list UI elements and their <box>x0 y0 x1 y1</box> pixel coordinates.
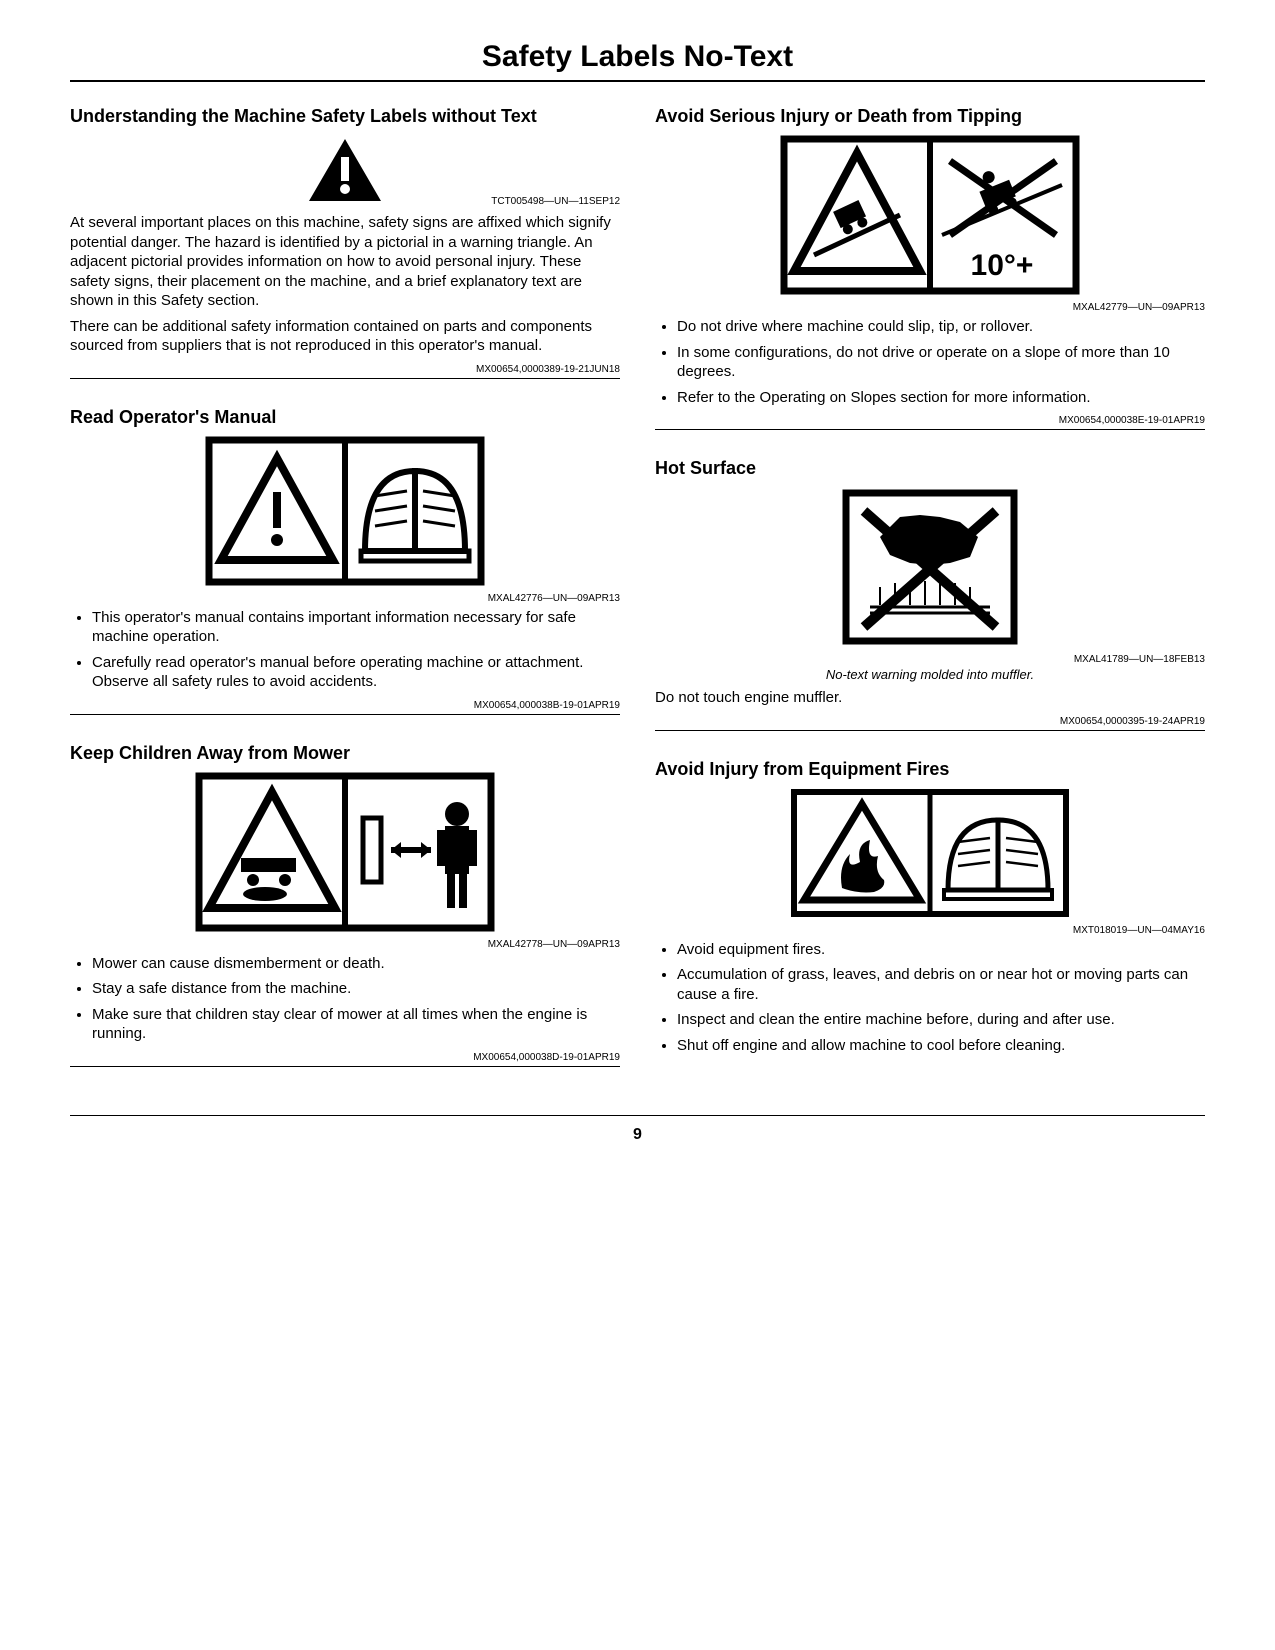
sec-title-fires: Avoid Injury from Equipment Fires <box>655 759 1205 780</box>
img-caption: MXAL41789—UN—18FEB13 <box>655 654 1205 665</box>
list-item: Do not drive where machine could slip, t… <box>677 317 1205 337</box>
doc-code: MX00654,0000389-19-21JUN18 <box>70 364 620 379</box>
list-item: In some configurations, do not drive or … <box>677 343 1205 382</box>
doc-code: MX00654,0000395-19-24APR19 <box>655 716 1205 731</box>
two-column-layout: Understanding the Machine Safety Labels … <box>70 94 1205 1095</box>
paragraph: At several important places on this mach… <box>70 213 620 311</box>
sec-title-children: Keep Children Away from Mower <box>70 743 620 764</box>
paragraph: Do not touch engine muffler. <box>655 688 1205 708</box>
doc-code: MX00654,000038D-19-01APR19 <box>70 1052 620 1067</box>
list-item: Make sure that children stay clear of mo… <box>92 1005 620 1044</box>
equipment-fire-label-icon <box>655 788 1205 923</box>
list-item: Stay a safe distance from the machine. <box>92 979 620 999</box>
right-column: Avoid Serious Injury or Death from Tippi… <box>655 94 1205 1095</box>
img-caption: MXAL42779—UN—09APR13 <box>655 302 1205 313</box>
img-caption: MXAL42778—UN—09APR13 <box>70 939 620 950</box>
doc-code: MX00654,000038E-19-01APR19 <box>655 415 1205 430</box>
sec-title-tipping: Avoid Serious Injury or Death from Tippi… <box>655 106 1205 127</box>
bullet-list: Mower can cause dismemberment or death. … <box>70 954 620 1044</box>
doc-code: MX00654,000038B-19-01APR19 <box>70 700 620 715</box>
list-item: Accumulation of grass, leaves, and debri… <box>677 965 1205 1004</box>
svg-text:10°+: 10°+ <box>971 249 1034 282</box>
img-subtitle: No-text warning molded into muffler. <box>655 667 1205 682</box>
warning-triangle-icon <box>70 135 620 210</box>
sec-title-hot-surface: Hot Surface <box>655 458 1205 479</box>
list-item: Inspect and clean the entire machine bef… <box>677 1010 1205 1030</box>
list-item: Carefully read operator's manual before … <box>92 653 620 692</box>
bullet-list: Avoid equipment fires. Accumulation of g… <box>655 940 1205 1056</box>
page-number: 9 <box>70 1115 1205 1144</box>
img-caption: MXT018019—UN—04MAY16 <box>655 925 1205 936</box>
left-column: Understanding the Machine Safety Labels … <box>70 94 620 1095</box>
list-item: Refer to the Operating on Slopes section… <box>677 388 1205 408</box>
sec-title-understanding: Understanding the Machine Safety Labels … <box>70 106 620 127</box>
hot-surface-label-icon <box>655 487 1205 652</box>
list-item: Avoid equipment fires. <box>677 940 1205 960</box>
list-item: Mower can cause dismemberment or death. <box>92 954 620 974</box>
bullet-list: Do not drive where machine could slip, t… <box>655 317 1205 407</box>
page-title: Safety Labels No-Text <box>70 40 1205 82</box>
paragraph: There can be additional safety informati… <box>70 317 620 356</box>
list-item: This operator's manual contains importan… <box>92 608 620 647</box>
read-manual-label-icon <box>70 436 620 591</box>
img-caption: MXAL42776—UN—09APR13 <box>70 593 620 604</box>
children-away-label-icon <box>70 772 620 937</box>
bullet-list: This operator's manual contains importan… <box>70 608 620 692</box>
list-item: Shut off engine and allow machine to coo… <box>677 1036 1205 1056</box>
sec-title-read-manual: Read Operator's Manual <box>70 407 620 428</box>
tipping-label-icon: 10°+ <box>655 135 1205 300</box>
